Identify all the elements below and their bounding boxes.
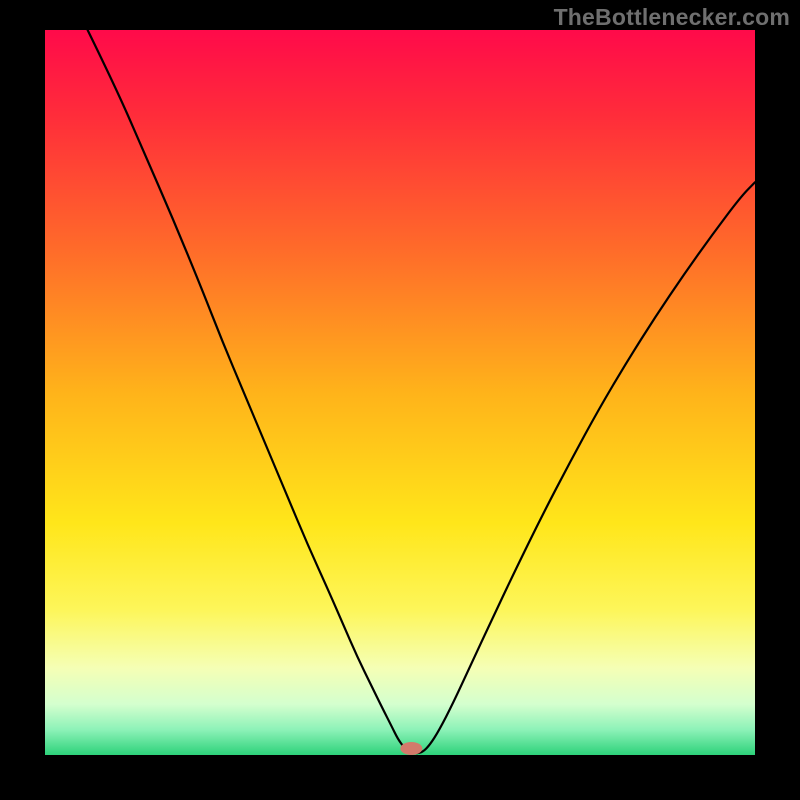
figure-stage: TheBottlenecker.com	[0, 0, 800, 800]
plot-background	[45, 30, 755, 755]
optimal-marker	[400, 742, 422, 755]
bottleneck-chart	[0, 0, 800, 800]
watermark-text: TheBottlenecker.com	[554, 4, 790, 31]
